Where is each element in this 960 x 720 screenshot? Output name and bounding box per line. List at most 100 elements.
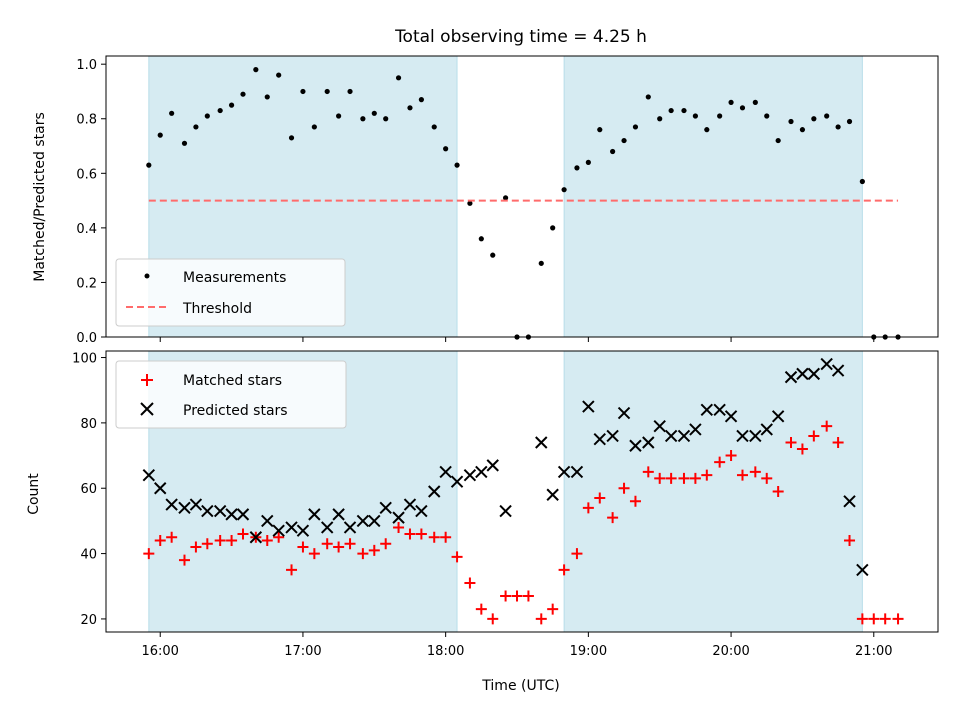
predicted-star-point xyxy=(820,357,833,371)
matched-star-point xyxy=(368,544,380,556)
measurement-point xyxy=(146,162,152,168)
measurement-point xyxy=(347,88,353,95)
measurement-point xyxy=(728,99,734,105)
count-panel: 20 40 60 80 100 16:00 17:00 18:00 19:00 20:00 21:… xyxy=(26,350,939,694)
count-x-axis: 16:00 17:00 18:00 19:00 20:00 21:00 xyxy=(141,632,893,659)
measurement-point xyxy=(478,236,484,242)
measurement-point xyxy=(574,165,580,171)
y-tick-label: 0.0 xyxy=(76,331,97,346)
measurement-point xyxy=(775,137,781,144)
matched-star-point xyxy=(154,535,166,547)
x-tick-label: 19:00 xyxy=(570,644,607,659)
predicted-star-point xyxy=(724,410,738,423)
matched-star-point xyxy=(415,528,427,540)
measurement-point xyxy=(788,118,794,125)
matched-star-point xyxy=(451,551,463,563)
predicted-star-point xyxy=(831,364,845,377)
predicted-star-point xyxy=(713,403,726,417)
measurement-point xyxy=(490,252,496,258)
predicted-star-point xyxy=(201,504,214,518)
predicted-star-point xyxy=(403,498,417,511)
matched-star-point xyxy=(607,512,619,524)
predicted-star-point xyxy=(784,370,798,384)
measurement-point xyxy=(395,75,402,81)
measurement-point xyxy=(668,107,674,114)
predicted-star-point xyxy=(689,423,702,436)
measurement-point xyxy=(253,67,259,73)
predicted-star-point xyxy=(700,403,714,417)
matched-star-point xyxy=(380,538,392,550)
matched-star-point xyxy=(178,554,190,566)
matched-star-point xyxy=(547,603,559,615)
matched-star-point xyxy=(201,538,213,550)
measurement-point xyxy=(799,127,806,133)
measurement-point xyxy=(157,132,163,138)
matched-star-point xyxy=(511,590,523,602)
x-tick-label: 17:00 xyxy=(284,644,321,659)
matched-star-point xyxy=(308,548,320,560)
measurement-point xyxy=(418,97,424,103)
predicted-star-point xyxy=(593,433,606,446)
predicted-star-point xyxy=(439,465,452,479)
measurement-point xyxy=(443,146,449,152)
predicted-star-point xyxy=(428,485,441,498)
measurement-point xyxy=(228,102,235,108)
y-tick-label: 0.6 xyxy=(76,167,97,182)
predicted-star-point xyxy=(653,419,666,433)
measurement-point xyxy=(846,118,853,125)
measurement-point xyxy=(454,162,460,168)
matched-star-point xyxy=(772,486,784,497)
ratio-marks xyxy=(146,67,901,340)
measurement-point xyxy=(811,116,817,122)
matched-star-point xyxy=(558,564,570,576)
predicted-star-point xyxy=(463,468,477,482)
predicted-star-point xyxy=(486,459,499,472)
measurement-point xyxy=(610,148,616,155)
matched-star-point xyxy=(226,535,238,547)
predicted-star-point xyxy=(178,501,191,515)
y-tick-label: 0.8 xyxy=(76,113,97,128)
count-legend: Matched stars Predicted stars xyxy=(115,360,347,429)
measurement-point xyxy=(264,94,270,100)
predicted-star-point xyxy=(392,511,405,524)
measurement-point xyxy=(371,110,377,116)
measurement-point xyxy=(276,72,282,78)
legend-measurements: Measurements xyxy=(183,270,286,286)
legend-plus-marker xyxy=(141,374,153,386)
measurement-point xyxy=(645,94,651,100)
count-y-axis-label: Count xyxy=(26,473,42,515)
matched-star-point xyxy=(190,541,202,553)
measurement-point xyxy=(681,107,687,114)
predicted-star-point xyxy=(642,436,655,449)
matched-star-point xyxy=(393,521,405,533)
legend-threshold: Threshold xyxy=(182,301,252,317)
predicted-star-point xyxy=(296,524,310,537)
measurement-point xyxy=(204,113,210,119)
predicted-star-point xyxy=(546,488,559,501)
measurement-point xyxy=(311,124,317,130)
measurement-point xyxy=(764,113,770,119)
measurement-point xyxy=(467,200,473,206)
predicted-star-point xyxy=(677,429,691,443)
matched-star-point xyxy=(749,466,761,478)
x-tick-label: 16:00 xyxy=(141,644,178,659)
measurement-point xyxy=(692,113,698,119)
x-tick-label: 18:00 xyxy=(427,644,464,659)
predicted-star-point xyxy=(285,521,298,534)
predicted-star-point xyxy=(225,508,238,521)
count-legend-box xyxy=(115,360,347,429)
matched-star-point xyxy=(286,564,298,576)
matched-star-point xyxy=(761,472,773,484)
y-tick-label: 1.0 xyxy=(76,58,97,73)
matched-star-point xyxy=(736,469,748,481)
measurement-point xyxy=(193,124,199,130)
predicted-star-point xyxy=(749,429,762,443)
measurement-point xyxy=(824,113,830,119)
y-tick-label: 100 xyxy=(72,352,97,367)
predicted-star-point xyxy=(557,465,571,479)
ratio-panel: 0.0 0.2 0.4 0.6 0.8 1.0 Matched/Predicted sta… xyxy=(32,55,939,346)
legend-x-marker xyxy=(140,402,154,416)
measurement-point xyxy=(336,113,342,119)
measurement-point xyxy=(621,137,627,144)
matched-star-point xyxy=(273,531,285,543)
